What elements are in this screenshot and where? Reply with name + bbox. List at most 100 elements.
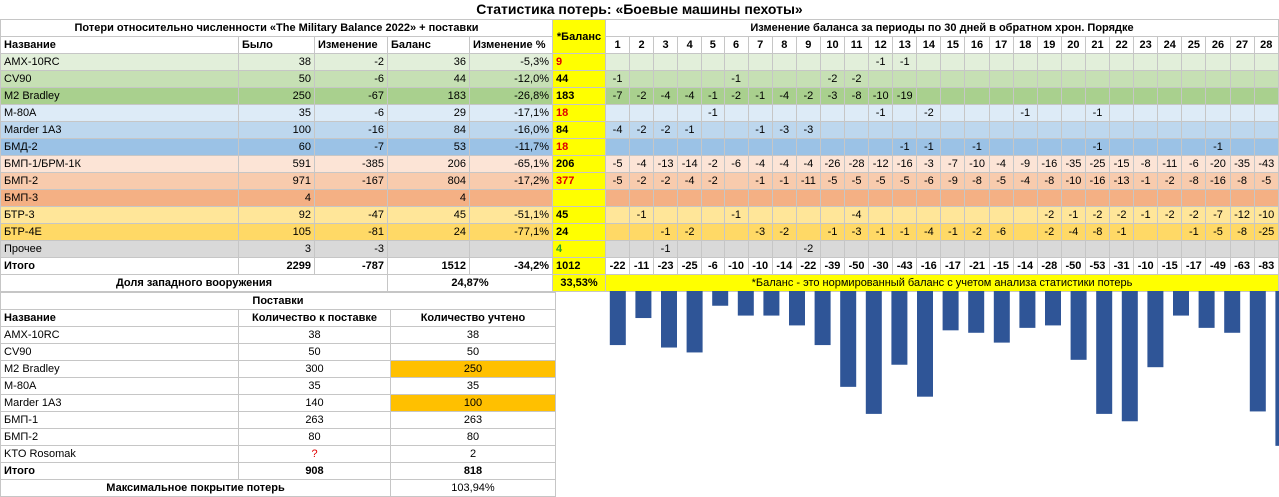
chart-bar <box>1224 291 1241 333</box>
period-num: 3 <box>653 36 679 54</box>
period-num: 13 <box>892 36 918 54</box>
supply-total-row: Итого 908 818 <box>0 462 556 480</box>
footnote-row: *Баланс - это нормированный баланс с уче… <box>605 274 1279 292</box>
period-cell <box>892 70 918 88</box>
supply-name: БМП-2 <box>0 428 239 446</box>
coverage-row: Максимальное покрытие потерь 103,94% <box>0 479 556 497</box>
period-num: 27 <box>1229 36 1255 54</box>
period-cell <box>677 104 703 122</box>
period-cell: -16 <box>1084 172 1111 190</box>
chart-bar <box>1121 291 1138 422</box>
period-cell: -35 <box>1229 155 1255 173</box>
period-cell <box>916 206 942 224</box>
supply-qty: 80 <box>238 428 391 446</box>
period-cell <box>1229 70 1255 88</box>
period-cell: -13 <box>653 155 679 173</box>
period-cell <box>1157 138 1183 156</box>
row-norm-balance: 18 <box>552 104 606 122</box>
period-cell <box>988 70 1014 88</box>
chart-bar <box>609 291 626 346</box>
period-cell <box>1012 138 1038 156</box>
period-cell: -7 <box>1205 206 1231 224</box>
supply-qty: 140 <box>238 394 391 412</box>
period-num: 22 <box>1109 36 1135 54</box>
period-cell <box>916 87 942 105</box>
period-cell <box>677 138 703 156</box>
period-cell <box>723 138 749 156</box>
row-name: Marder 1A3 <box>0 121 239 139</box>
period-num: 26 <box>1205 36 1231 54</box>
period-cell <box>1229 53 1255 71</box>
period-cell <box>1060 121 1086 139</box>
period-cell <box>964 53 990 71</box>
period-cell <box>1253 240 1279 258</box>
period-num: 2 <box>629 36 655 54</box>
period-cell <box>1084 53 1111 71</box>
period-cell <box>1253 121 1279 139</box>
period-cell <box>723 223 749 241</box>
period-cell <box>795 53 821 71</box>
period-cell <box>1181 87 1207 105</box>
row-was: 4 <box>238 189 315 207</box>
period-num: 21 <box>1084 36 1111 54</box>
col-balance: Баланс <box>387 36 470 54</box>
period-cell <box>747 206 773 224</box>
period-cell: -13 <box>1109 172 1135 190</box>
period-cell <box>916 121 942 139</box>
chart-bar <box>635 291 652 319</box>
row-change-pct: -5,3% <box>469 53 553 71</box>
table-row: БТР-4Е 105 -81 24 -77,1% 24 <box>0 223 606 241</box>
total-period-cell: -16 <box>916 257 942 275</box>
period-cell: -1 <box>892 138 918 156</box>
period-cell: -8 <box>1036 172 1062 190</box>
chart-bar <box>865 291 882 414</box>
period-cell <box>1157 223 1183 241</box>
total-period-cell: -39 <box>819 257 846 275</box>
row-name: Прочее <box>0 240 239 258</box>
row-was: 105 <box>238 223 315 241</box>
table-row: M-80A 35 -6 29 -17,1% 18 <box>0 104 606 122</box>
table-row: CV90 50 -6 44 -12,0% 44 <box>0 70 606 88</box>
period-cell: -12 <box>868 155 894 173</box>
table-row: AMX-10RC 38 -2 36 -5,3% 9 <box>0 53 606 71</box>
period-cell <box>723 172 749 190</box>
chart-bar <box>993 291 1010 343</box>
supply-row: KTO Rosomak? 2 <box>0 445 556 463</box>
row-change: -6 <box>314 70 388 88</box>
row-balance: 84 <box>387 121 470 139</box>
period-cell <box>916 240 942 258</box>
period-cell <box>747 70 773 88</box>
period-cell: -5 <box>1205 223 1231 241</box>
period-cell: -16 <box>1205 172 1231 190</box>
total-period-cell: -83 <box>1253 257 1279 275</box>
supply-name: БМП-1 <box>0 411 239 429</box>
period-cell <box>1036 138 1062 156</box>
period-cell: -2 <box>916 104 942 122</box>
total-period-cell: -11 <box>629 257 655 275</box>
table-row: БТР-3 92 -47 45 -51,1% 45 <box>0 206 606 224</box>
row-balance: 183 <box>387 87 470 105</box>
chart-bar <box>1147 291 1164 368</box>
period-cell <box>1036 104 1062 122</box>
period-cell: -7 <box>604 87 631 105</box>
period-cell <box>892 240 918 258</box>
row-name: БМД-2 <box>0 138 239 156</box>
period-cell <box>604 206 631 224</box>
row-balance: 29 <box>387 104 470 122</box>
period-cell <box>701 138 725 156</box>
period-cell: -12 <box>1229 206 1255 224</box>
row-balance: 36 <box>387 53 470 71</box>
sup-col-qty: Количество к поставке <box>238 309 391 327</box>
period-num: 11 <box>843 36 870 54</box>
period-cell: -1 <box>747 121 773 139</box>
period-cell <box>843 53 870 71</box>
period-cell: -16 <box>892 155 918 173</box>
period-cell <box>771 240 797 258</box>
period-cell <box>843 240 870 258</box>
period-cell <box>604 104 631 122</box>
period-cell <box>1133 53 1159 71</box>
period-cell <box>1205 104 1231 122</box>
period-cell: -28 <box>843 155 870 173</box>
period-cell <box>1253 53 1279 71</box>
period-cell: -8 <box>1181 172 1207 190</box>
